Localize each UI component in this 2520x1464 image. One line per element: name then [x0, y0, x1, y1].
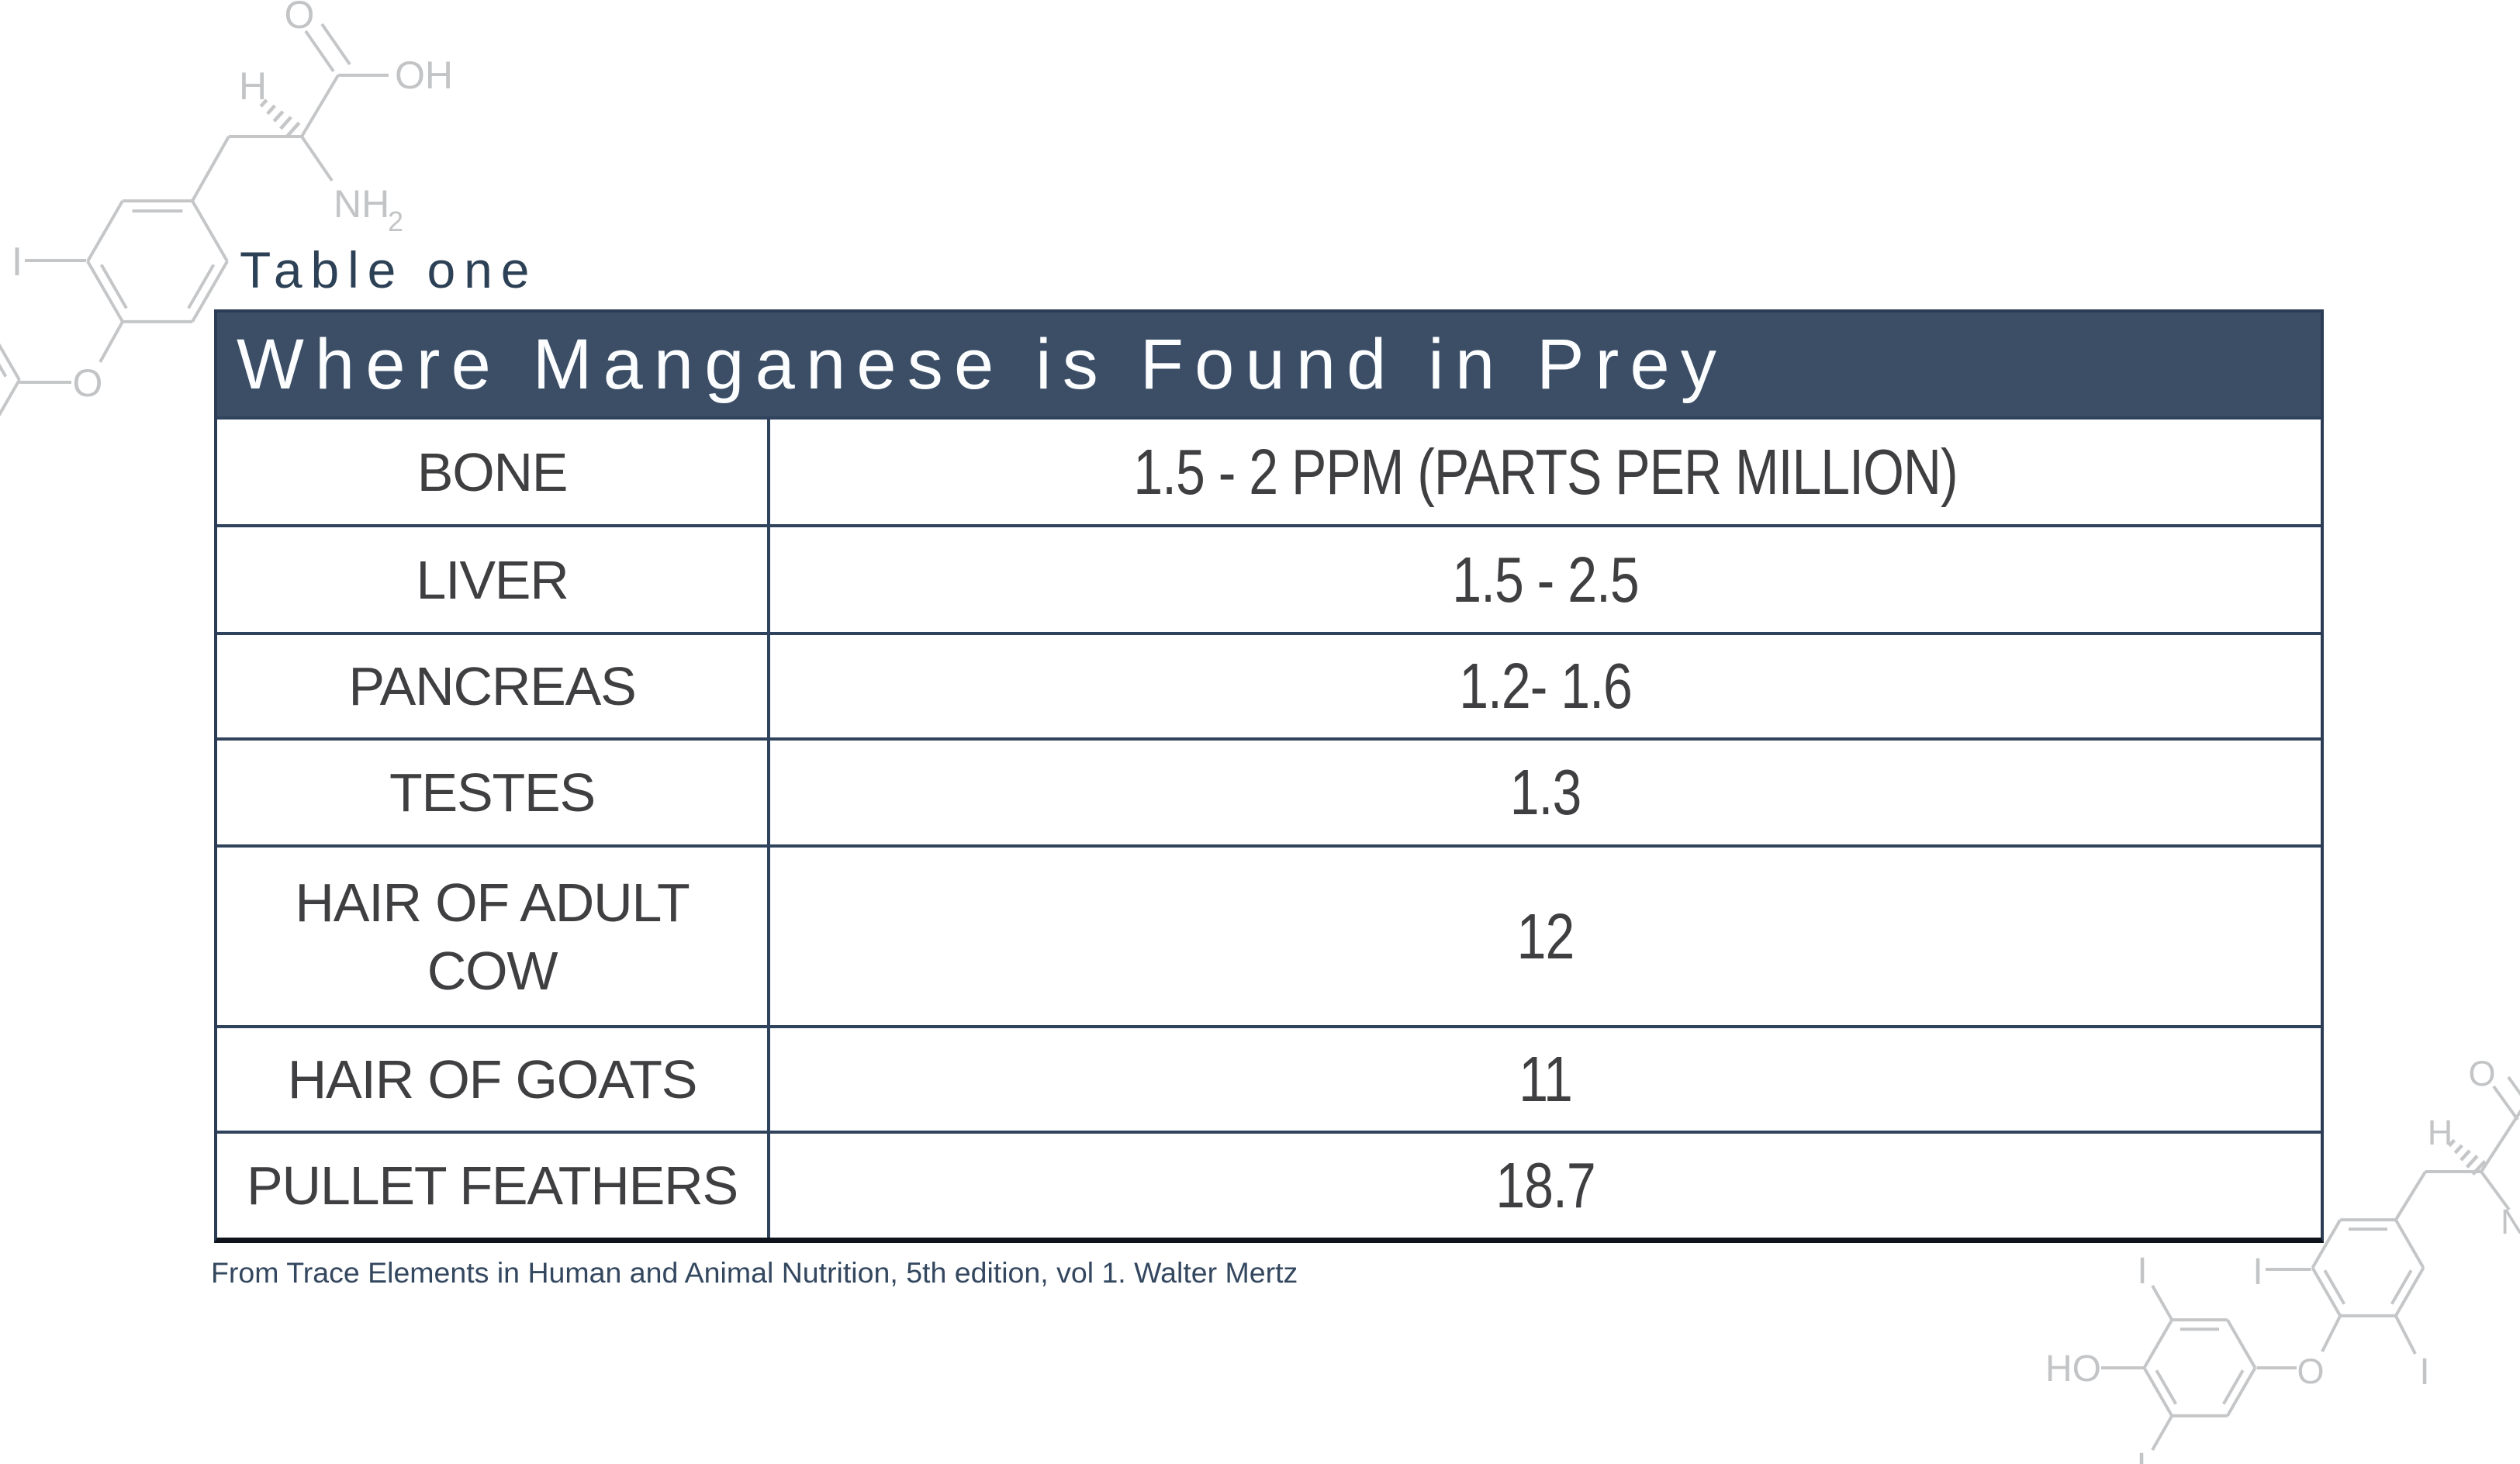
- svg-text:I: I: [2252, 1252, 2262, 1293]
- svg-text:I: I: [2137, 1251, 2147, 1292]
- svg-text:I: I: [12, 240, 22, 285]
- svg-text:I: I: [2136, 1446, 2146, 1464]
- svg-text:H: H: [2428, 1113, 2453, 1152]
- svg-text:O: O: [2297, 1352, 2324, 1391]
- svg-text:OH: OH: [395, 54, 453, 97]
- svg-text:H: H: [239, 64, 267, 108]
- svg-text:O: O: [2468, 1054, 2495, 1093]
- svg-text:O: O: [73, 361, 103, 405]
- svg-text:NH: NH: [334, 182, 389, 226]
- svg-text:2: 2: [388, 205, 403, 237]
- svg-text:O: O: [285, 0, 315, 36]
- svg-text:NH: NH: [2501, 1202, 2520, 1241]
- svg-text:HO: HO: [2045, 1348, 2101, 1390]
- svg-text:I: I: [2419, 1352, 2429, 1393]
